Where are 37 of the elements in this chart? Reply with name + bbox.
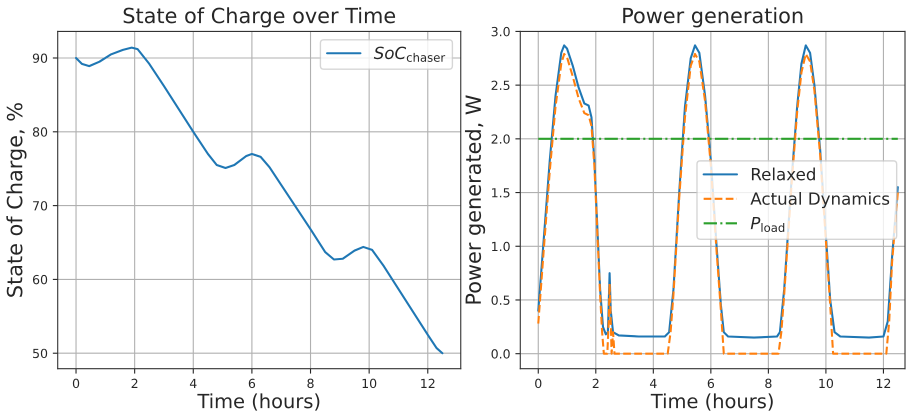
legend-label: Relaxed — [752, 168, 815, 180]
y-tick-label: 1.5 — [492, 188, 510, 198]
chart-title: State of Charge over Time — [124, 7, 396, 28]
x-tick-label: 6 — [248, 378, 256, 388]
y-tick-label: 60 — [32, 274, 48, 284]
y-tick-label: 70 — [33, 201, 48, 211]
x-tick-label: 8 — [307, 378, 314, 388]
x-tick-label: 12 — [876, 378, 890, 388]
x-axis-title: Time (hours) — [650, 393, 773, 411]
x-tick-label: 12 — [421, 378, 434, 388]
y-tick-label: 80 — [32, 127, 48, 137]
x-tick-label: 2 — [592, 378, 599, 388]
y-tick-label: 3.0 — [492, 26, 510, 36]
legend-label: SoC$_{chaser}$ — [374, 46, 446, 62]
x-tick-label: 4 — [190, 378, 197, 388]
y-tick-label: 1.0 — [492, 242, 510, 252]
y-tick-label: 0.5 — [492, 295, 510, 305]
x-tick-label: 2 — [132, 378, 138, 388]
x-tick-label: 6 — [708, 378, 714, 388]
line-series — [74, 46, 444, 354]
y-tick-label: 50 — [33, 348, 48, 358]
chart-title: Power generation — [623, 7, 802, 28]
legend-label: Actual Dynamics — [750, 192, 890, 208]
x-tick-label: 10 — [362, 378, 376, 388]
x-tick-label: 10 — [819, 378, 834, 388]
x-axis-title: Time (hours) — [197, 393, 320, 411]
x-tick-label: 4 — [650, 378, 657, 388]
legend-label: P$_{load}$ — [750, 216, 784, 232]
y-tick-label: 90 — [32, 53, 48, 63]
y-axis-title: State of Charge, % — [6, 103, 27, 297]
x-tick-label: 0 — [535, 378, 542, 388]
y-axis-title: Power generated, W — [464, 95, 486, 304]
x-tick-label: 0 — [72, 378, 80, 388]
y-tick-label: 2.5 — [492, 80, 510, 90]
y-tick-label: 2.0 — [492, 134, 510, 144]
x-tick-label: 8 — [765, 378, 772, 388]
y-tick-label: 0.0 — [492, 349, 510, 359]
